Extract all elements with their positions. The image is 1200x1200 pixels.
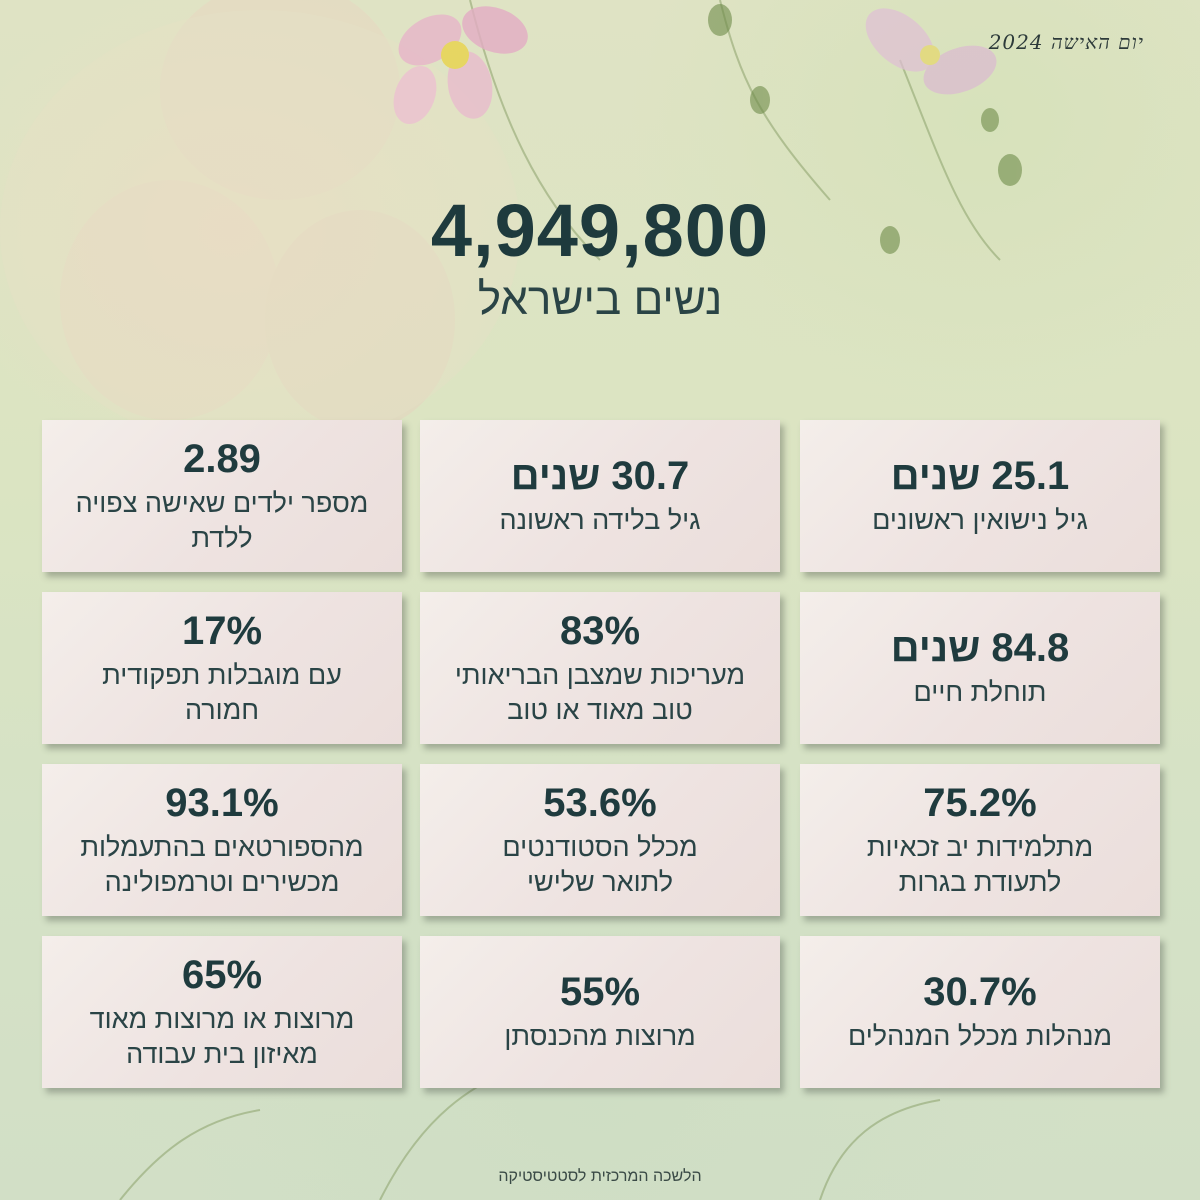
stat-value: 53.6%: [543, 780, 657, 825]
stat-caption: מרוצות מהכנסתן: [504, 1021, 696, 1052]
stat-value: 25.1 שנים: [890, 454, 1070, 499]
stat-value: 30.7 שנים: [510, 454, 690, 499]
stat-value: 65%: [181, 952, 263, 997]
women-count: 4,949,800: [430, 189, 770, 272]
stat-card-fertility: 2.89 מספר ילדים שאישה צפויה ללדת: [42, 420, 402, 572]
stat-caption: מנהלות מכלל המנהלים: [847, 1021, 1113, 1052]
stat-card-life-expectancy: 84.8 שנים תוחלת חיים: [800, 592, 1160, 744]
stat-value: 2.89: [183, 436, 261, 481]
women-count-label: נשים בישראל: [477, 275, 723, 324]
stat-card-matriculation: 75.2% מתלמידות יב זכאיות לתעודת בגרות: [800, 764, 1160, 916]
pink-flower-right: [865, 8, 997, 95]
source-credit: הלשכה המרכזית לסטטיסטיקה: [498, 1168, 702, 1185]
stat-caption: מעריכות שמצבן הבריאותי טוב מאוד או טוב: [454, 659, 746, 725]
stat-value: 84.8 שנים: [890, 626, 1070, 671]
stat-value: 17%: [181, 608, 263, 653]
stat-caption: מרוצות או מרוצות מאוד מאיזון בית עבודה: [89, 1003, 355, 1069]
stat-card-disability: 17% עם מוגבלות תפקודית חמורה: [42, 592, 402, 744]
stat-card-managers: 30.7% מנהלות מכלל המנהלים: [800, 936, 1160, 1088]
stat-caption: מכלל הסטודנטים לתואר שלישי: [502, 831, 698, 897]
stat-caption: תוחלת חיים: [913, 677, 1047, 708]
stat-value: 55%: [559, 970, 641, 1015]
pink-flower: [393, 6, 528, 125]
stat-caption: מתלמידות יב זכאיות לתעודת בגרות: [866, 831, 1094, 897]
stat-card-first-birth-age: 30.7 שנים גיל בלידה ראשונה: [420, 420, 780, 572]
stat-card-marriage-age: 25.1 שנים גיל נישואין ראשונים: [800, 420, 1160, 572]
stats-grid: 25.1 שנים גיל נישואין ראשונים 30.7 שנים …: [42, 420, 1162, 1100]
stat-card-income-satisfaction: 55% מרוצות מהכנסתן: [420, 936, 780, 1088]
header-tag: יום האישה 2024: [988, 30, 1144, 54]
stat-value: 30.7%: [923, 970, 1037, 1015]
stat-caption: גיל בלידה ראשונה: [499, 505, 701, 536]
stat-card-gymnastics: 93.1% מהספורטאים בהתעמלות מכשירים וטרמפו…: [42, 764, 402, 916]
stat-caption: עם מוגבלות תפקודית חמורה: [102, 659, 342, 725]
stat-card-phd-students: 53.6% מכלל הסטודנטים לתואר שלישי: [420, 764, 780, 916]
stat-value: 83%: [559, 608, 641, 653]
stat-card-work-life-balance: 65% מרוצות או מרוצות מאוד מאיזון בית עבו…: [42, 936, 402, 1088]
stat-value: 93.1%: [165, 780, 279, 825]
hero-section: 4,949,800 נשים בישראל: [0, 188, 1200, 325]
stat-card-health: 83% מעריכות שמצבן הבריאותי טוב מאוד או ט…: [420, 592, 780, 744]
stat-caption: מהספורטאים בהתעמלות מכשירים וטרמפולינה: [80, 831, 364, 897]
stat-value: 75.2%: [923, 780, 1037, 825]
stat-caption: מספר ילדים שאישה צפויה ללדת: [75, 487, 369, 553]
stat-caption: גיל נישואין ראשונים: [872, 505, 1088, 536]
